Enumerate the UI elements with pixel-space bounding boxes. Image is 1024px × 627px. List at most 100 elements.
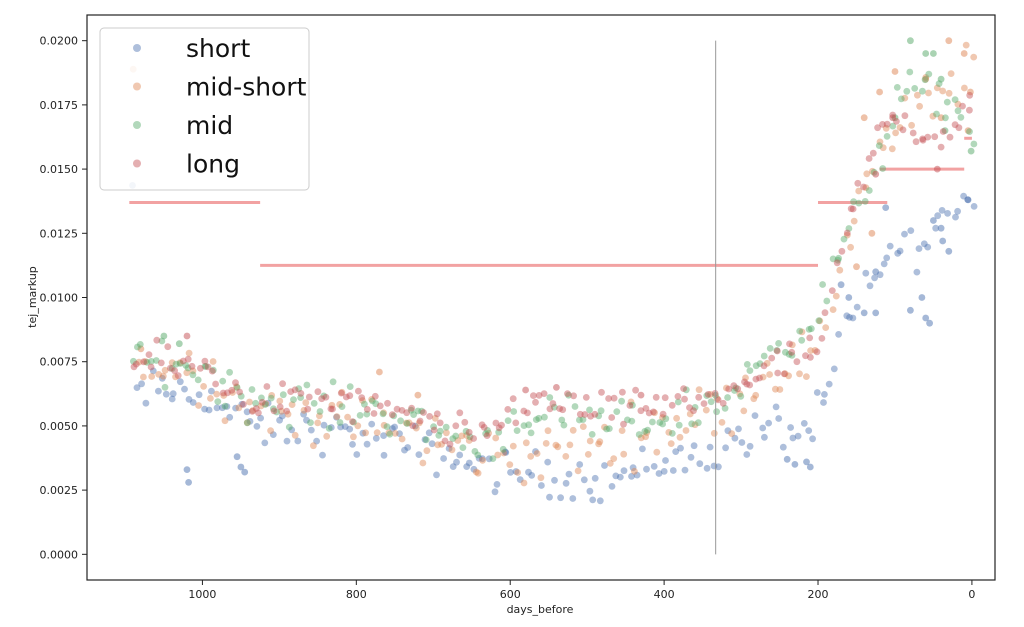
scatter-point-long <box>581 411 589 418</box>
scatter-point-mid-short <box>659 414 666 421</box>
scatter-point-mid <box>933 110 940 118</box>
scatter-point-mid-short <box>892 129 899 137</box>
scatter-point-short <box>169 390 177 398</box>
scatter-point-long <box>645 409 653 417</box>
scatter-point-mid-short <box>520 479 528 487</box>
scatter-point-long <box>436 419 444 427</box>
scatter-point-short <box>703 464 711 472</box>
scatter-point-long <box>741 378 748 386</box>
scatter-point-mid-short <box>463 432 470 439</box>
scatter-point-short <box>820 399 827 406</box>
scatter-point-short <box>246 418 254 425</box>
scatter-point-short <box>722 444 729 452</box>
scatter-point-mid <box>407 406 415 414</box>
scatter-point-mid <box>861 198 869 205</box>
scatter-point-short <box>562 479 570 487</box>
scatter-point-mid-short <box>667 440 675 447</box>
scatter-point-short <box>775 415 783 422</box>
scatter-point-long <box>358 394 366 402</box>
scatter-point-long <box>587 412 594 420</box>
scatter-point-mid <box>520 422 528 429</box>
scatter-point-mid-short <box>596 438 604 446</box>
scatter-point-short <box>825 380 833 388</box>
scatter-point-mid-short <box>879 144 887 152</box>
scatter-point-short <box>283 437 291 445</box>
scatter-point-long <box>711 390 719 397</box>
scatter-point-mid-short <box>643 429 651 436</box>
scatter-point-short <box>232 404 240 412</box>
scatter-point-mid-short <box>798 328 806 336</box>
scatter-point-mid-short <box>443 429 450 437</box>
scatter-point-short <box>772 403 780 411</box>
scatter-point-long <box>582 394 590 401</box>
legend-marker-mid-short <box>133 82 141 91</box>
scatter-point-mid <box>350 418 357 426</box>
scatter-point-short <box>580 476 588 484</box>
scatter-point-long <box>714 396 722 404</box>
scatter-point-long <box>153 336 161 344</box>
scatter-point-mid <box>422 436 430 444</box>
scatter-point-short <box>158 374 166 382</box>
scatter-point-short <box>934 212 942 220</box>
scatter-point-mid-short <box>686 410 694 418</box>
scatter-point-short <box>546 493 553 501</box>
scatter-point-long <box>642 405 650 412</box>
scatter-point-short <box>425 429 433 437</box>
scatter-point-mid <box>325 425 333 432</box>
scatter-point-mid <box>316 408 324 415</box>
scatter-point-short <box>655 470 663 477</box>
scatter-point-long <box>734 385 742 393</box>
scatter-point-short <box>608 483 616 490</box>
scatter-point-mid <box>662 415 670 423</box>
scatter-point-short <box>243 408 251 416</box>
scatter-point-mid-short <box>485 429 492 437</box>
scatter-point-short <box>569 495 577 502</box>
scatter-point-mid <box>130 357 137 365</box>
scatter-point-mid <box>840 235 848 243</box>
scatter-point-mid <box>261 401 269 408</box>
scatter-point-mid-short <box>868 229 876 237</box>
scatter-point-short <box>783 455 791 463</box>
scatter-point-long <box>966 91 974 99</box>
scatter-point-long <box>743 380 751 388</box>
scatter-point-long <box>188 362 196 370</box>
scatter-point-long <box>174 372 182 379</box>
scatter-point-short <box>862 269 870 277</box>
scatter-point-mid-short <box>500 449 507 457</box>
scatter-point-short <box>872 309 880 317</box>
scatter-point-short <box>930 217 937 224</box>
scatter-point-mid-short <box>642 433 649 441</box>
scatter-point-long <box>681 395 688 403</box>
scatter-point-long <box>780 370 788 378</box>
scatter-point-long <box>756 374 763 382</box>
scatter-point-short <box>886 242 894 250</box>
scatter-point-short <box>368 420 376 428</box>
scatter-point-mid-short <box>796 370 803 378</box>
scatter-point-long <box>398 407 406 414</box>
scatter-point-mid-short <box>718 419 726 426</box>
x-tick-label: 600 <box>500 588 521 601</box>
scatter-point-mid-short <box>235 404 243 412</box>
scatter-point-mid <box>435 432 443 439</box>
scatter-point-mid <box>893 84 901 91</box>
scatter-point-mid <box>495 428 503 436</box>
scatter-point-mid <box>883 133 891 140</box>
scatter-point-mid <box>624 416 631 424</box>
scatter-point-short <box>735 425 742 433</box>
scatter-point-mid-short <box>183 369 191 377</box>
scatter-point-mid <box>855 199 863 207</box>
scatter-point-long <box>768 354 776 362</box>
scatter-point-mid-short <box>843 231 851 239</box>
scatter-point-mid-short <box>925 89 932 97</box>
scatter-point-mid-short <box>155 371 163 378</box>
scatter-point-long <box>786 340 793 348</box>
scatter-point-short <box>633 471 641 479</box>
scatter-point-mid <box>410 411 417 418</box>
scatter-point-mid <box>807 325 815 333</box>
scatter-point-mid-short <box>472 468 480 476</box>
scatter-point-mid-short <box>723 384 730 392</box>
scatter-point-mid <box>499 445 507 453</box>
scatter-point-short <box>138 380 146 388</box>
scatter-point-mid-short <box>850 217 858 225</box>
scatter-point-mid-short <box>728 430 736 437</box>
